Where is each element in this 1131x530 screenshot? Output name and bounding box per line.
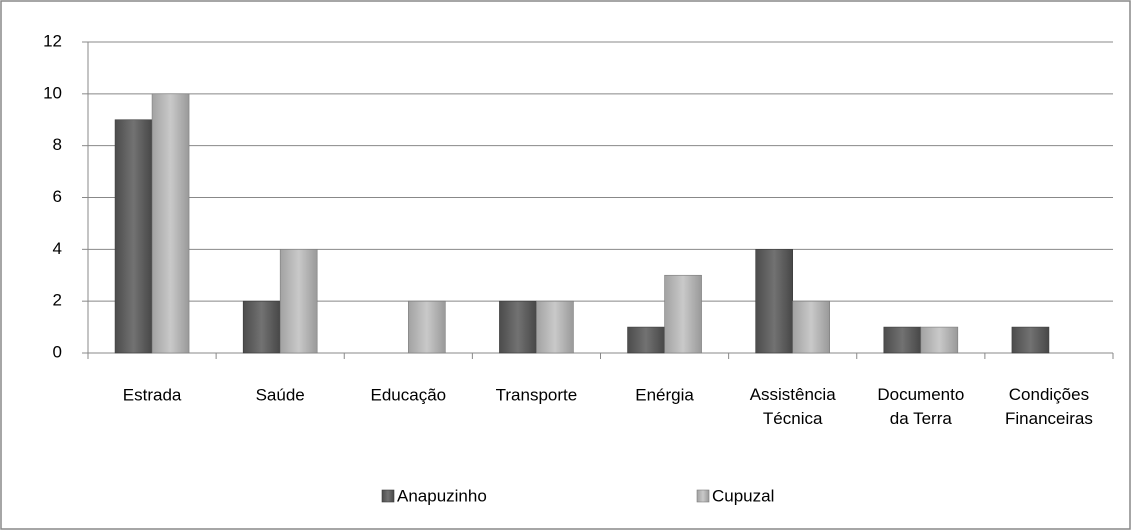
bar [883,326,922,354]
y-tick-label: 2 [53,291,62,310]
y-tick-label: 10 [43,83,62,102]
y-tick-label: 4 [53,239,62,258]
bar [279,249,318,354]
bar [499,300,537,354]
bar [151,93,190,354]
x-tick-label: Educação [371,385,447,404]
bar [1011,326,1050,354]
x-tick-label: Enérgia [635,385,694,404]
bar [114,119,153,354]
bar [664,274,702,354]
x-tick-label: Condições Financeiras [1005,385,1093,428]
x-tick-label: Documento da Terra [877,385,964,428]
bar [792,300,830,354]
bar [536,300,574,354]
bar [242,300,281,354]
bar [408,300,446,354]
y-tick-label: 0 [53,342,62,361]
x-tick-label: Saúde [256,385,305,404]
legend-swatch [381,489,395,503]
x-tick-label: Transporte [496,385,578,404]
legend-label: Anapuzinho [397,486,487,505]
legend-swatch [696,489,710,503]
bar [627,326,665,354]
y-tick-label: 6 [53,187,62,206]
bar [920,326,959,354]
legend-label: Cupuzal [712,486,774,505]
y-tick-label: 12 [43,31,62,50]
bar [755,249,793,354]
x-tick-label: Estrada [123,385,182,404]
y-tick-label: 8 [53,135,62,154]
x-tick-label: Assistência Técnica [750,385,837,428]
